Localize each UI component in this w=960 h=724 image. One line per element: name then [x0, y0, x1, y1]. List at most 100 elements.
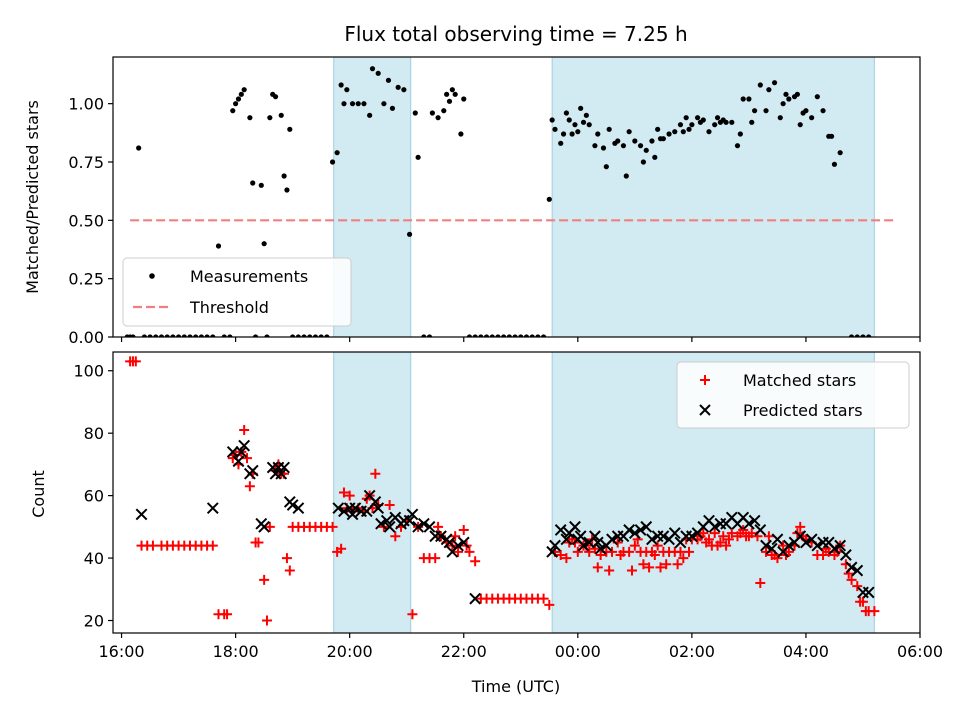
- measurement-point: [549, 117, 555, 123]
- y-tick-label-bottom: 60: [84, 487, 104, 506]
- measurement-point: [820, 108, 826, 114]
- predicted-point: [246, 464, 259, 477]
- predicted-point: [754, 524, 767, 536]
- measurement-point: [501, 334, 507, 337]
- predicted-point: [135, 508, 148, 521]
- measurement-point: [264, 334, 270, 337]
- measurement-point: [771, 80, 778, 86]
- measurement-point: [466, 334, 473, 337]
- legend-marker-predicted: [699, 404, 711, 416]
- measurement-point: [540, 334, 547, 337]
- measurement-point: [272, 94, 279, 100]
- y-tick-label-bottom: 100: [73, 362, 104, 381]
- measurement-point: [489, 334, 495, 337]
- measurement-point: [227, 334, 233, 337]
- matched-point: [470, 556, 481, 567]
- measurement-point: [147, 334, 153, 337]
- y-tick-label-top: 0.25: [68, 270, 104, 289]
- legend-bottom: [676, 361, 910, 429]
- matched-point: [783, 546, 794, 557]
- measurement-point: [637, 143, 644, 149]
- x-axis-label: Time (UTC): [471, 677, 560, 696]
- measurement-point: [860, 334, 866, 337]
- panel-ratio: 0.00 0.25 0.50 0.75 1.00 Measurements Threshol…: [68, 56, 921, 347]
- matched-point: [852, 581, 863, 592]
- predicted-point: [685, 530, 698, 543]
- matched-point: [746, 528, 757, 539]
- legend-marker-measurements: [149, 273, 155, 279]
- predicted-point: [469, 592, 482, 605]
- y-tick-label-bottom: 80: [84, 424, 104, 443]
- predicted-point: [657, 530, 670, 543]
- predicted-point: [574, 530, 587, 543]
- measurement-point: [666, 131, 672, 137]
- measurement-point: [752, 108, 758, 114]
- measurement-point: [660, 136, 666, 142]
- predicted-point: [380, 514, 393, 527]
- predicted-point: [748, 514, 761, 527]
- predicted-point: [332, 502, 345, 515]
- predicted-point: [275, 467, 288, 480]
- measurement-point: [600, 145, 607, 151]
- y-tick-label-top: 0.00: [68, 328, 104, 347]
- measurement-point: [241, 87, 247, 93]
- predicted-point: [594, 542, 607, 555]
- measurement-point: [575, 129, 581, 135]
- predicted-point: [634, 524, 647, 536]
- measurement-point: [529, 334, 535, 337]
- matched-point: [723, 534, 734, 545]
- measurement-point: [640, 159, 646, 165]
- predicted-point: [278, 461, 291, 474]
- measurement-point: [235, 96, 242, 102]
- measurement-point: [794, 91, 800, 97]
- measurement-point: [566, 117, 572, 123]
- matched-point: [464, 546, 475, 557]
- axes-frame-bottom: [112, 351, 921, 634]
- measurement-point: [706, 129, 712, 135]
- predicted-point: [349, 502, 362, 515]
- predicted-point: [845, 561, 858, 574]
- matched-point: [384, 499, 395, 510]
- shaded-range-top-1: [551, 56, 875, 338]
- matched-point: [584, 546, 595, 557]
- matched-point: [592, 562, 603, 573]
- x-tick-label: 04:00: [783, 642, 829, 661]
- measurement-point: [572, 122, 578, 128]
- measurement-point: [369, 66, 376, 72]
- matched-point: [763, 531, 774, 542]
- chart-title: Flux total observing time = 7.25 h: [344, 22, 687, 46]
- measurement-point: [560, 131, 567, 137]
- matched-point: [281, 553, 292, 564]
- matched-point: [261, 615, 272, 626]
- measurement-point: [446, 98, 453, 104]
- matched-point: [661, 559, 672, 570]
- measurement-point: [230, 108, 236, 114]
- measurement-point: [444, 91, 450, 97]
- measurement-point: [831, 161, 838, 167]
- measurement-point: [763, 108, 769, 114]
- matched-point: [857, 596, 868, 607]
- measurement-point: [221, 334, 227, 337]
- predicted-point: [577, 539, 590, 552]
- predicted-point: [834, 539, 847, 552]
- measurement-point: [620, 143, 627, 149]
- measurement-point: [389, 105, 396, 111]
- measurement-point: [250, 180, 256, 186]
- measurement-point: [546, 196, 552, 202]
- matched-point: [338, 487, 349, 498]
- x-tick-label: 16:00: [99, 642, 145, 661]
- y-axis-label-top: Matched/Predicted stars: [23, 100, 42, 294]
- measurement-point: [586, 122, 592, 128]
- measurement-point: [334, 150, 340, 156]
- measurement-point: [415, 154, 421, 160]
- predicted-point: [369, 495, 382, 508]
- predicted-point: [771, 533, 784, 546]
- predicted-point: [828, 542, 841, 555]
- matched-point: [555, 549, 566, 560]
- predicted-point: [372, 502, 385, 515]
- measurement-point: [592, 143, 598, 149]
- measurement-point: [523, 334, 530, 337]
- measurement-point: [712, 122, 718, 128]
- matched-point: [624, 546, 635, 557]
- y-axis-label-bottom: Count: [29, 470, 48, 518]
